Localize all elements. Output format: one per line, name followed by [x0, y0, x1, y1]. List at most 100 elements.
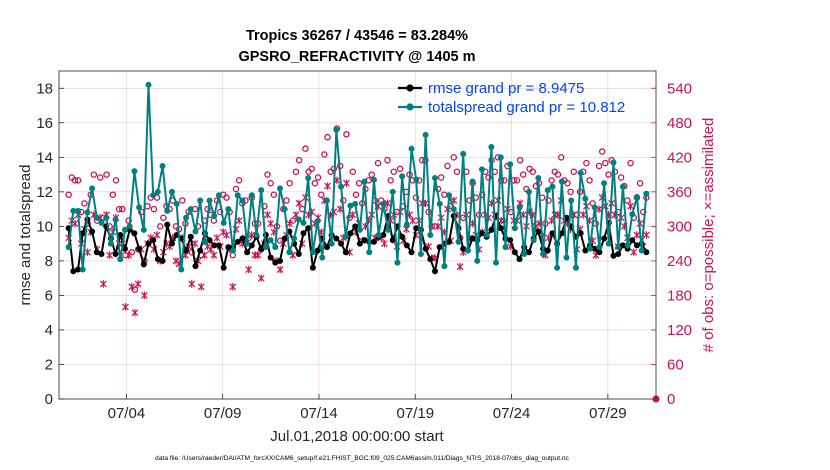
rmse-point: [131, 230, 138, 237]
rmse-point: [596, 249, 603, 256]
obs-possible-point: [368, 171, 375, 178]
totalspread-point: [427, 232, 434, 238]
totalspread-point: [605, 240, 612, 247]
obs-assimilated-point: [264, 211, 271, 219]
y-tick-label-6: 12: [36, 184, 53, 201]
rmse-point: [516, 256, 523, 263]
y-right-tick-label-6: 360: [667, 184, 692, 201]
totalspread-point: [117, 256, 124, 263]
obs-assimilated-point: [295, 199, 303, 208]
totalspread-point: [624, 242, 631, 249]
obs-assimilated-point: [267, 219, 275, 228]
obs-assimilated-point: [286, 219, 294, 228]
obs-possible-point: [125, 217, 132, 224]
footer-datafile: data file: /Users/raeder/DAI/ATM_forcXX/…: [155, 455, 569, 462]
obs-possible-point: [390, 168, 398, 175]
y-tick-label-2: 4: [45, 322, 53, 339]
totalspread-point: [154, 188, 161, 195]
rmse-point: [150, 237, 157, 244]
rmse-point: [629, 237, 636, 244]
totalspread-point: [591, 204, 598, 211]
totalspread-point: [422, 131, 429, 138]
obs-possible-point: [450, 154, 458, 161]
totalspread-point: [432, 175, 439, 182]
obs-possible-point: [156, 223, 164, 230]
rmse-point: [225, 244, 232, 251]
obs-assimilated-point: [106, 251, 114, 259]
obs-possible-point: [396, 165, 404, 173]
obs-possible-point: [324, 133, 331, 141]
obs-possible-point: [65, 191, 72, 198]
x-tick-label-3: 07/19: [397, 405, 435, 422]
totalspread-point: [126, 223, 133, 230]
obs-possible-point: [387, 177, 394, 184]
obs-possible-point: [235, 177, 243, 184]
rmse-point: [305, 225, 312, 232]
obs-possible-point: [412, 194, 420, 201]
rmse-point: [98, 250, 105, 257]
obs-assimilated-point: [276, 265, 284, 274]
obs-possible-point: [586, 177, 593, 184]
obs-possible-point: [81, 200, 88, 207]
obs-possible-point: [355, 179, 363, 187]
rmse-point: [361, 237, 368, 244]
y-right-tick-label-9: 540: [667, 80, 692, 97]
totalspread-point: [75, 207, 82, 214]
totalspread-point: [572, 264, 579, 271]
rmse-point: [164, 221, 171, 228]
rmse-point: [187, 233, 194, 240]
rmse-point: [276, 257, 283, 264]
y-right-tick-label-1: 60: [667, 356, 684, 373]
rmse-point: [591, 245, 598, 252]
obs-possible-point: [179, 197, 186, 204]
x-tick-label-0: 07/04: [108, 405, 146, 422]
obs-possible-point: [302, 145, 309, 152]
totalspread-point: [385, 226, 392, 233]
totalspread-point: [399, 173, 406, 180]
totalspread-point: [554, 264, 561, 271]
obs-possible-point: [223, 194, 230, 201]
totalspread-point: [103, 214, 110, 221]
totalspread-point: [455, 238, 462, 245]
obs-assimilated-point: [630, 248, 638, 257]
rmse-point: [497, 225, 504, 232]
obs-assimilated-point: [122, 303, 129, 311]
obs-possible-point: [112, 177, 120, 184]
obs-assimilated-point: [235, 216, 243, 225]
obs-possible-point: [570, 168, 578, 175]
rmse-point: [183, 247, 190, 254]
obs-possible-point: [232, 185, 240, 193]
y-right-tick-label-2: 120: [667, 322, 692, 339]
obs-possible-point: [529, 168, 536, 175]
obs-possible-point: [478, 191, 486, 198]
rmse-point: [380, 232, 387, 238]
obs-possible-point: [314, 174, 322, 181]
totalspread-point: [107, 240, 114, 247]
obs-possible-point: [602, 159, 609, 167]
rmse-point: [206, 237, 213, 244]
chart-title: Tropics 36267 / 43546 = 83.284%: [246, 28, 468, 44]
rmse-point: [338, 240, 345, 247]
obs-assimilated-point: [153, 231, 161, 239]
x-tick-label-5: 07/29: [589, 405, 627, 422]
obs-possible-point: [71, 177, 79, 184]
totalspread-point: [253, 232, 260, 238]
totalspread-point: [516, 204, 523, 211]
rmse-point: [615, 250, 622, 257]
totalspread-point: [446, 192, 453, 199]
rmse-point: [309, 264, 316, 271]
totalspread-point: [183, 214, 190, 221]
obs-possible-point: [349, 168, 357, 175]
x-axis: 07/04 07/09 07/14 07/19 07/24 07/29: [108, 394, 627, 422]
obs-possible-point: [374, 159, 382, 167]
x-tick-label-1: 07/09: [204, 405, 242, 422]
rmse-point: [323, 244, 330, 251]
obs-assimilated-point: [579, 211, 587, 219]
obs-assimilated-point: [213, 234, 221, 242]
obs-assimilated-point: [627, 202, 635, 210]
totalspread-point: [507, 161, 514, 168]
obs-possible-point: [295, 156, 303, 164]
totalspread-point: [601, 180, 608, 187]
rmse-point: [295, 250, 302, 257]
